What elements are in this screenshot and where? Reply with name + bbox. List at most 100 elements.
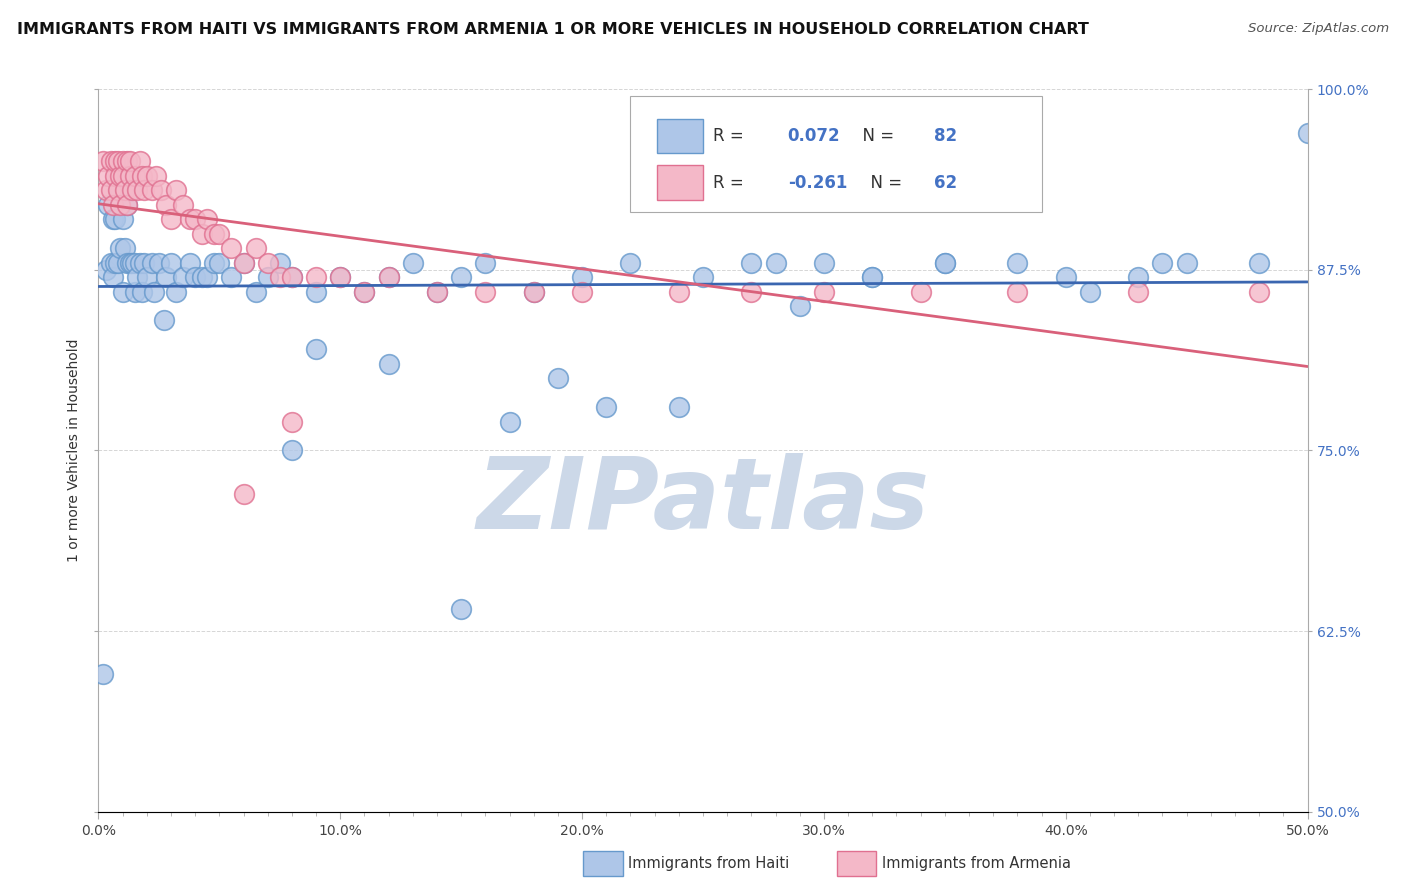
Text: R =: R = <box>713 174 748 192</box>
Point <box>114 241 136 255</box>
Point <box>124 255 146 269</box>
Point <box>789 299 811 313</box>
Point <box>160 255 183 269</box>
Point <box>353 285 375 299</box>
Point <box>91 154 114 169</box>
Point <box>108 198 131 212</box>
Point <box>498 415 520 429</box>
Point <box>245 285 267 299</box>
Point <box>191 227 214 241</box>
Point <box>191 270 214 285</box>
Point <box>94 183 117 197</box>
Point <box>860 270 883 285</box>
Point <box>765 255 787 269</box>
Point <box>232 487 254 501</box>
Point <box>152 313 174 327</box>
Point <box>740 285 762 299</box>
Point <box>131 285 153 299</box>
Point <box>127 183 149 197</box>
Point <box>1128 270 1150 285</box>
Point <box>101 270 124 285</box>
Point <box>97 198 120 212</box>
Text: -0.261: -0.261 <box>787 174 846 192</box>
Point <box>127 270 149 285</box>
Point <box>121 183 143 197</box>
Point <box>474 255 496 269</box>
Point <box>118 183 141 197</box>
Point <box>860 270 883 285</box>
Point <box>97 169 120 183</box>
Point <box>104 212 127 227</box>
Point <box>934 255 956 269</box>
Point <box>179 255 201 269</box>
Point <box>131 169 153 183</box>
Point <box>204 227 226 241</box>
Point <box>377 270 399 285</box>
Point <box>523 285 546 299</box>
Point <box>134 255 156 269</box>
Point <box>305 270 328 285</box>
Point <box>208 227 231 241</box>
Text: N =: N = <box>852 127 898 145</box>
Point <box>107 183 129 197</box>
Point <box>150 183 173 197</box>
Point <box>1249 285 1271 299</box>
Point <box>1152 255 1174 269</box>
Point <box>269 255 291 269</box>
Point <box>692 270 714 285</box>
Point <box>595 400 617 414</box>
Point <box>1296 126 1319 140</box>
Point <box>165 183 187 197</box>
Point <box>94 263 117 277</box>
Point <box>135 169 157 183</box>
Point <box>668 400 690 414</box>
Point <box>121 255 143 269</box>
Point <box>111 212 134 227</box>
Point <box>813 255 835 269</box>
Point <box>281 270 304 285</box>
Point <box>668 285 690 299</box>
Point <box>172 198 194 212</box>
Point <box>474 285 496 299</box>
Point <box>256 255 278 269</box>
Point <box>450 602 472 616</box>
Point <box>104 255 127 269</box>
Point <box>934 255 956 269</box>
Point <box>619 255 641 269</box>
Point <box>195 212 218 227</box>
Point <box>910 285 932 299</box>
Point <box>329 270 352 285</box>
Point <box>281 270 304 285</box>
Point <box>108 169 131 183</box>
Point <box>117 198 139 212</box>
Point <box>134 183 156 197</box>
Point <box>111 154 134 169</box>
Point <box>547 371 569 385</box>
Point <box>740 255 762 269</box>
FancyBboxPatch shape <box>657 165 703 200</box>
Text: 0.072: 0.072 <box>787 127 841 145</box>
Point <box>160 212 183 227</box>
Point <box>305 343 328 357</box>
Point <box>305 285 328 299</box>
Point <box>104 169 127 183</box>
Point <box>100 255 122 269</box>
Point <box>204 255 226 269</box>
Y-axis label: 1 or more Vehicles in Household: 1 or more Vehicles in Household <box>67 339 82 562</box>
Point <box>426 285 449 299</box>
Point <box>118 255 141 269</box>
Point <box>377 357 399 371</box>
Point <box>1128 285 1150 299</box>
Point <box>377 270 399 285</box>
Point <box>1078 285 1101 299</box>
Point <box>148 255 170 269</box>
Point <box>165 285 187 299</box>
Point <box>155 198 177 212</box>
Text: Immigrants from Armenia: Immigrants from Armenia <box>882 856 1070 871</box>
Point <box>100 183 122 197</box>
Point <box>101 212 124 227</box>
Point <box>256 270 278 285</box>
Point <box>111 169 134 183</box>
Point <box>281 415 304 429</box>
Point <box>523 285 546 299</box>
